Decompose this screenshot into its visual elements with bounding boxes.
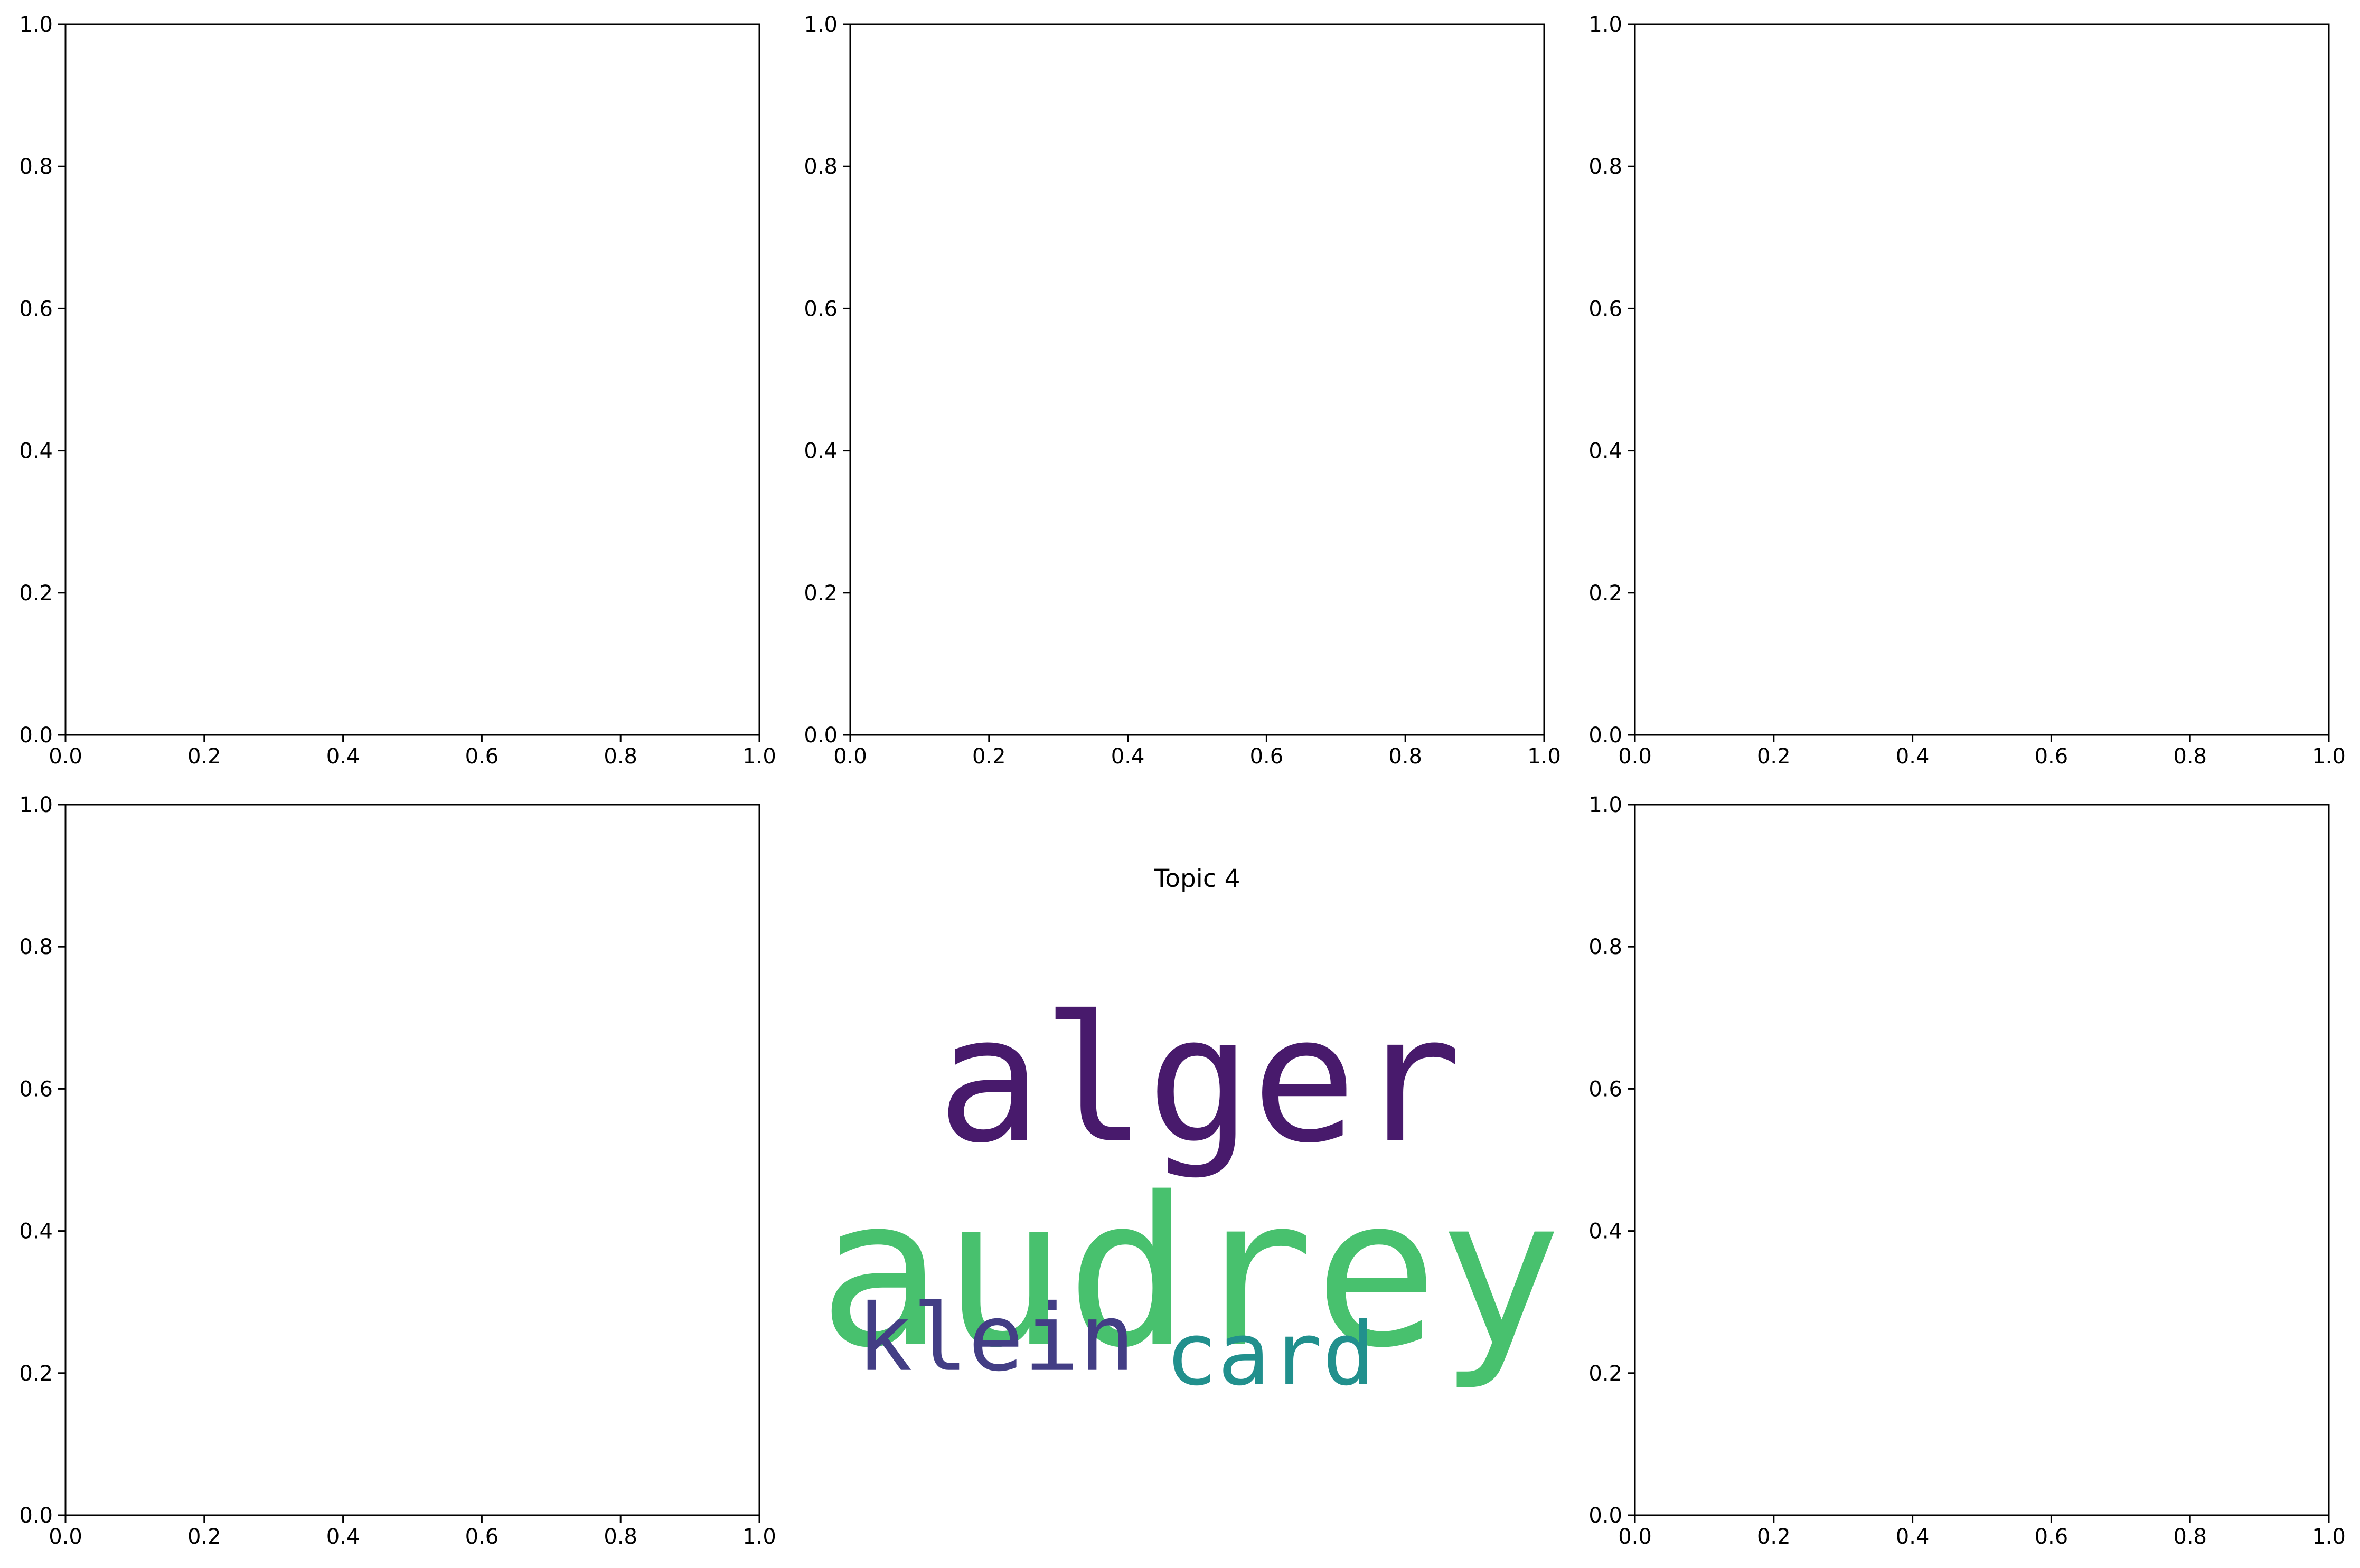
x-tick-label: 0.8 [604, 1525, 637, 1549]
wordcloud-title: Topic 4 [1153, 864, 1240, 893]
y-tick-label: 0.0 [1588, 723, 1622, 748]
wordcloud-word-alger: alger [937, 978, 1461, 1181]
x-tick-label: 0.2 [1757, 744, 1791, 769]
y-tick-label: 0.8 [19, 935, 53, 959]
subplot-4: 0.0 0.2 0.4 0.6 0.8 1.0 0.0 0.2 0.4 0.6 0.8 1.0 [19, 793, 776, 1549]
y-tick-label: 0.4 [1588, 1220, 1622, 1244]
axes-frame [1634, 23, 2330, 736]
x-tick-label: 0.0 [1618, 1525, 1652, 1549]
y-tick-label: 0.2 [19, 1362, 53, 1386]
y-tick-label: 0.8 [19, 155, 53, 179]
y-tick-label: 1.0 [19, 13, 53, 37]
x-tick-label: 0.0 [1618, 744, 1652, 769]
x-tick-label: 0.8 [1388, 744, 1422, 769]
y-tick-label: 0.0 [19, 723, 53, 748]
subplot-1: 0.0 0.2 0.4 0.6 0.8 1.0 0.0 0.2 0.4 0.6 0.8 1.0 [19, 13, 776, 769]
x-tick-label: 0.6 [2035, 1525, 2068, 1549]
axes-frame [64, 804, 760, 1516]
y-tick-label: 0.8 [1588, 935, 1622, 959]
axes-frame [849, 23, 1545, 736]
wordcloud-word-audrey: audrey [818, 1153, 1562, 1393]
x-tick-label: 0.0 [833, 744, 867, 769]
y-tick-label: 0.6 [19, 1077, 53, 1101]
x-tick-label: 0.0 [49, 744, 82, 769]
x-tick-label: 0.6 [465, 1525, 499, 1549]
y-tick-label: 1.0 [19, 793, 53, 817]
y-tick-label: 0.2 [1588, 1362, 1622, 1386]
y-tick-label: 0.0 [804, 723, 838, 748]
subplot-3: 0.0 0.2 0.4 0.6 0.8 1.0 0.0 0.2 0.4 0.6 0.8 1.0 [1588, 13, 2345, 769]
y-tick-label: 0.6 [19, 297, 53, 321]
y-tick-label: 1.0 [1588, 13, 1622, 37]
wordcloud-word-klein: klein [857, 1285, 1135, 1392]
y-tick-label: 0.6 [1588, 297, 1622, 321]
y-tick-label: 0.8 [804, 155, 838, 179]
x-tick-label: 0.8 [2173, 744, 2207, 769]
x-tick-label: 0.4 [1896, 744, 1930, 769]
y-tick-label: 0.4 [19, 1220, 53, 1244]
y-tick-label: 1.0 [1588, 793, 1622, 817]
subplot-grid: 0.0 0.2 0.4 0.6 0.8 1.00.00.20.40.60.81.00.0 0… [19, 13, 2345, 1549]
subplot-2: 0.0 0.2 0.4 0.6 0.8 1.0 0.0 0.2 0.4 0.6 0.8 1.0 [804, 13, 1560, 769]
wordcloud-word-card: card [1165, 1303, 1375, 1405]
y-tick-label: 0.4 [1588, 439, 1622, 464]
x-tick-label: 0.8 [604, 744, 637, 769]
axes-frame [1634, 804, 2330, 1516]
x-tick-label: 0.4 [1896, 1525, 1930, 1549]
x-tick-label: 0.2 [972, 744, 1006, 769]
x-tick-label: 0.8 [2173, 1525, 2207, 1549]
x-tick-label: 1.0 [2312, 744, 2346, 769]
y-tick-label: 0.2 [19, 581, 53, 606]
x-tick-label: 0.4 [326, 744, 360, 769]
x-tick-label: 1.0 [1527, 744, 1561, 769]
y-tick-label: 0.8 [1588, 155, 1622, 179]
x-tick-label: 0.2 [1757, 1525, 1791, 1549]
x-tick-label: 1.0 [742, 1525, 776, 1549]
x-tick-label: 0.0 [49, 1525, 82, 1549]
y-tick-label: 0.4 [804, 439, 838, 464]
subplot-6: 0.0 0.2 0.4 0.6 0.8 1.0 0.0 0.2 0.4 0.6 0.8 1.0 [1588, 793, 2345, 1549]
x-tick-label: 1.0 [742, 744, 776, 769]
x-tick-label: 0.6 [1250, 744, 1284, 769]
x-tick-label: 0.4 [1111, 744, 1145, 769]
y-tick-label: 0.6 [1588, 1077, 1622, 1101]
y-tick-label: 0.0 [1588, 1504, 1622, 1528]
y-tick-label: 0.4 [19, 439, 53, 464]
x-tick-label: 0.6 [2035, 744, 2068, 769]
y-tick-label: 0.6 [804, 297, 838, 321]
axes-frame [64, 23, 760, 736]
y-tick-label: 0.0 [19, 1504, 53, 1528]
x-tick-label: 0.2 [187, 744, 221, 769]
x-tick-label: 0.2 [187, 1525, 221, 1549]
x-tick-label: 1.0 [2312, 1525, 2346, 1549]
y-tick-label: 1.0 [804, 13, 838, 37]
y-tick-label: 0.2 [1588, 581, 1622, 606]
x-tick-label: 0.6 [465, 744, 499, 769]
y-tick-label: 0.2 [804, 581, 838, 606]
x-tick-label: 0.4 [326, 1525, 360, 1549]
